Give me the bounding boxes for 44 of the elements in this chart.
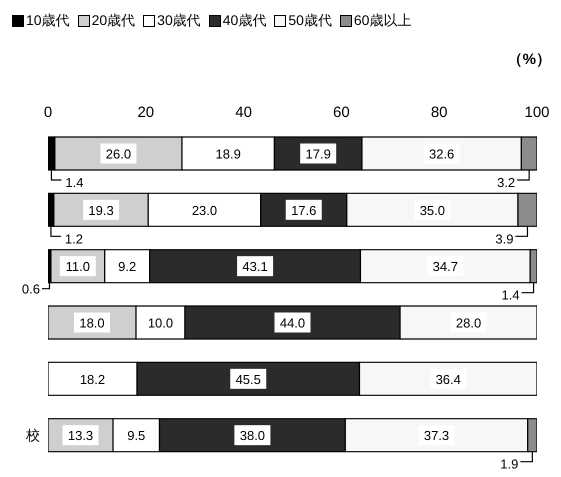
data-label: 37.3 <box>424 428 450 444</box>
data-label: 38.0 <box>240 428 266 444</box>
data-label: 26.0 <box>106 146 132 162</box>
data-label: 3.9 <box>495 231 514 246</box>
data-label: 18.0 <box>79 316 105 330</box>
legend-label: 30歳代 <box>156 12 201 30</box>
data-label: 10.0 <box>148 316 174 330</box>
data-label: 28.0 <box>456 316 482 330</box>
data-label: 35.0 <box>420 202 446 218</box>
data-label: 0.6 <box>22 282 40 297</box>
x-axis-title: （%） <box>508 50 551 69</box>
data-label: 23.0 <box>192 202 218 218</box>
data-label: 19.3 <box>88 202 114 218</box>
data-label: 32.6 <box>428 146 454 162</box>
data-label: 11.0 <box>66 259 90 274</box>
data-label: 9.5 <box>127 428 146 444</box>
data-label: 1.9 <box>500 456 518 472</box>
x-tick-label: 100 <box>524 104 550 121</box>
data-label: 1.2 <box>64 231 84 246</box>
legend-label: 50歳代 <box>287 12 332 30</box>
data-label: 43.1 <box>242 259 268 274</box>
legend-label: 10歳代 <box>25 12 70 30</box>
x-tick-label: 20 <box>137 104 154 121</box>
data-label: 17.9 <box>306 146 331 162</box>
data-label: 18.9 <box>216 146 241 162</box>
data-label: 34.7 <box>432 259 458 274</box>
data-label: 17.6 <box>291 202 316 218</box>
x-tick-label: 60 <box>333 104 350 121</box>
data-label: 9.2 <box>118 259 136 274</box>
legend-label: 40歳代 <box>222 12 266 30</box>
data-label: 1.4 <box>65 175 84 190</box>
y-tick-label: 校 <box>25 426 40 443</box>
data-label: 18.2 <box>80 372 106 387</box>
x-tick-label: 80 <box>430 104 448 121</box>
data-label: 44.0 <box>280 316 306 330</box>
legend-label: 20歳代 <box>90 12 136 30</box>
data-label: 45.5 <box>236 372 261 387</box>
data-label: 13.3 <box>68 428 94 444</box>
data-label: 1.4 <box>502 288 520 303</box>
x-tick-label: 40 <box>235 104 252 121</box>
data-label: 3.2 <box>497 175 516 190</box>
data-label: 36.4 <box>436 372 461 387</box>
legend-label: 60歳以上 <box>352 12 412 30</box>
x-tick-label: 0 <box>44 104 52 121</box>
